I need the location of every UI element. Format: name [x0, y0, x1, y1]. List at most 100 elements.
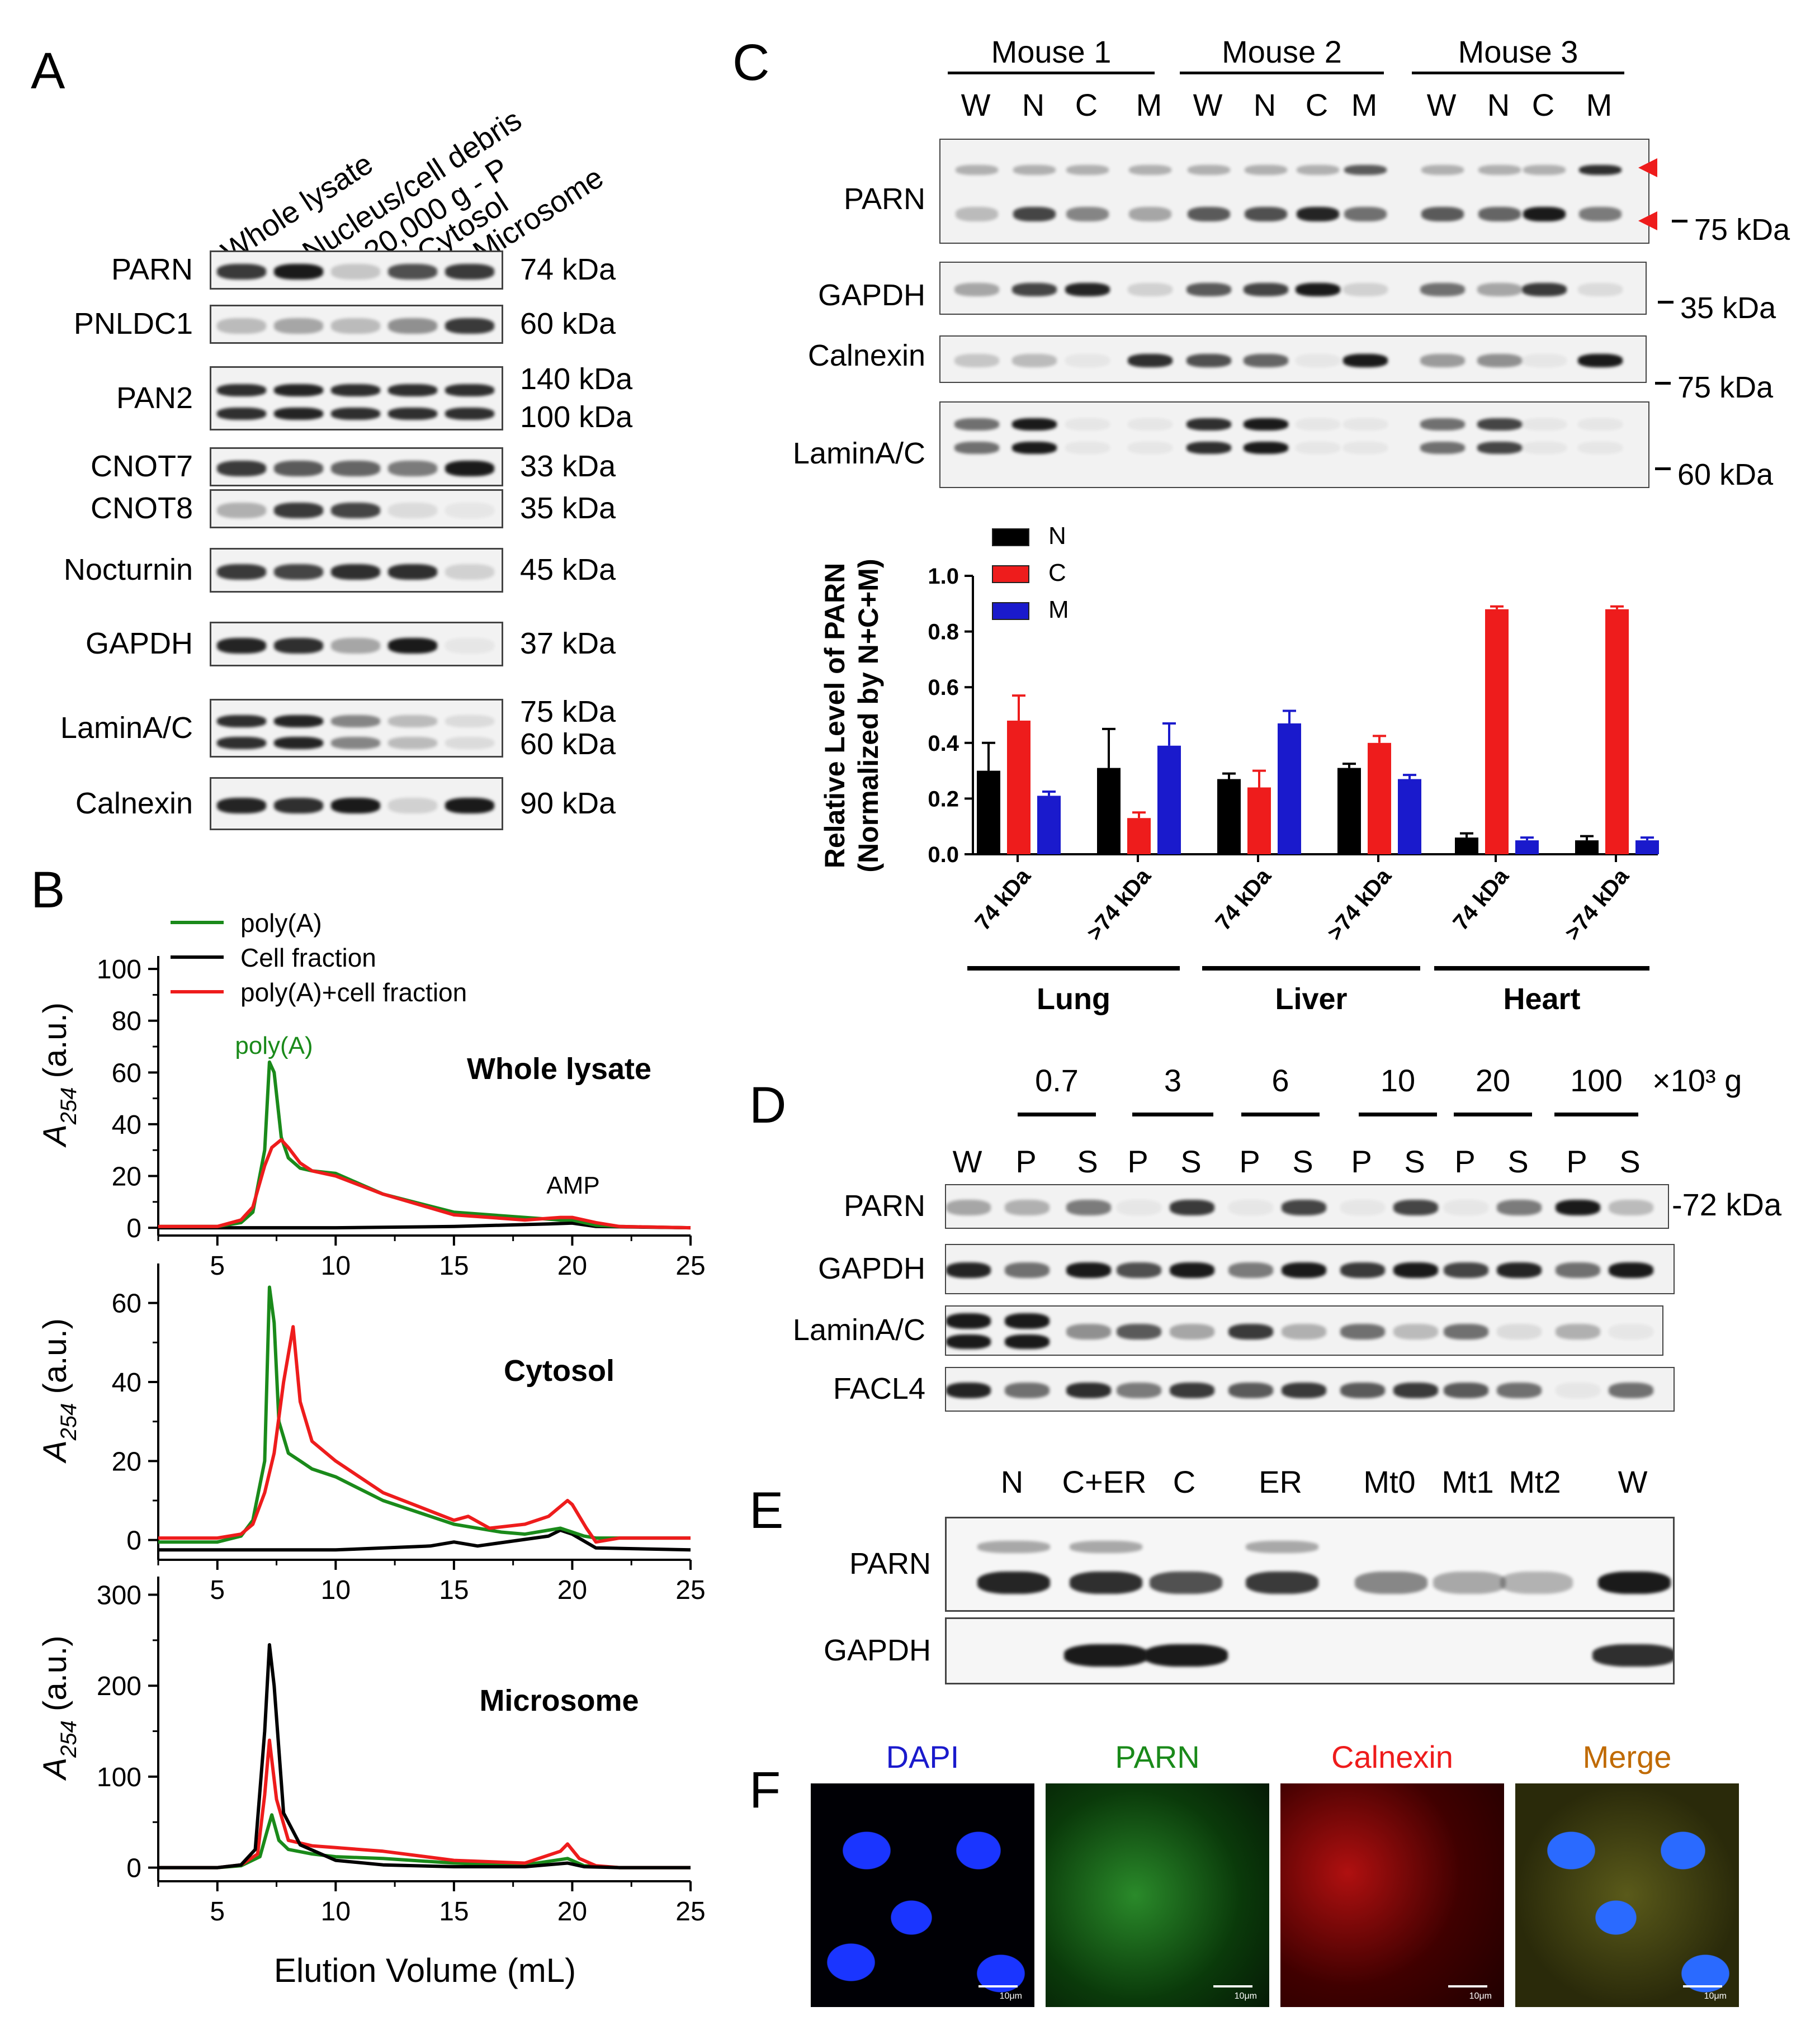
blot-band [274, 264, 323, 280]
x-tick-label: 25 [675, 1897, 705, 1927]
y-tick-label: 0.0 [928, 843, 959, 867]
blot-band [1522, 282, 1567, 296]
blot-band [1578, 442, 1623, 454]
blot-band [1228, 1262, 1273, 1278]
blot-row-label: FACL4 [833, 1372, 925, 1405]
blot-band [445, 264, 494, 280]
blot-band [1244, 418, 1288, 430]
lane-label: W [961, 87, 991, 122]
y-tick-label: 100 [97, 1763, 141, 1792]
y-tick-label: 40 [112, 1368, 141, 1398]
speed-bracket [1454, 1113, 1532, 1116]
blot-band [1592, 1644, 1673, 1667]
blot-band [1393, 1262, 1438, 1278]
blot-band [331, 638, 380, 654]
blot-row-label: Nocturnin [63, 553, 193, 586]
y-tick-label: 0.2 [928, 787, 959, 811]
blot-strip [945, 1244, 1675, 1294]
blot-band [445, 638, 494, 654]
x-tick-label: 25 [675, 1251, 705, 1281]
x-tick-label: 15 [439, 1897, 469, 1927]
blot-size-label: 33 kDa [520, 449, 616, 483]
dapi-image: 10μm [811, 1783, 1034, 2007]
bar [1157, 745, 1181, 854]
bar [1485, 609, 1509, 854]
blot-band [1012, 418, 1057, 430]
mouse-bracket [1412, 72, 1624, 74]
blot-band [1421, 165, 1464, 175]
series-line [158, 1738, 691, 1870]
blot-band [388, 503, 437, 518]
blot-band [331, 264, 380, 280]
lane-label: N [1253, 87, 1277, 122]
blot-band [977, 1572, 1050, 1594]
panel-c-bar-chart: 0.0 0.2 0.4 0.6 0.8 1.0 NCM 74 kDa >74 kDa 74 kDa… [819, 522, 1659, 1016]
marker-label: -72 kDa [1672, 1187, 1782, 1222]
blot-band [1444, 1324, 1488, 1340]
blot-band [1170, 1200, 1214, 1215]
blot-band [445, 737, 494, 750]
blot-band [1522, 353, 1567, 367]
x-tick-label: 5 [210, 1897, 225, 1927]
blot-band [388, 318, 437, 334]
blot-strip [210, 447, 503, 486]
blot-band [1609, 1383, 1653, 1398]
blot-band [1012, 442, 1057, 454]
blot-band [388, 384, 437, 396]
blot-band [1066, 207, 1109, 221]
subplot-title: Microsome [479, 1684, 639, 1717]
blot-band [1343, 442, 1388, 454]
lane-label: Mt1 [1441, 1464, 1494, 1499]
blot-band [1522, 442, 1567, 454]
blot-band [1005, 1262, 1050, 1278]
y-tick-label: 0.8 [928, 620, 959, 645]
blot-band [1144, 1644, 1228, 1667]
blot-band [1340, 1200, 1385, 1215]
blot-band [217, 737, 266, 750]
blot-band [274, 715, 323, 728]
blot-band [1297, 165, 1339, 175]
channel-label: Merge [1582, 1739, 1672, 1774]
scale-bar-label: 10μm [999, 1991, 1022, 2001]
lane-label: N [1000, 1464, 1024, 1499]
blot-strip [210, 622, 503, 666]
lane-label: C+ER [1062, 1464, 1147, 1499]
y-axis-label: Relative Level of PARN [819, 563, 850, 868]
blot-row-label: LaminA/C [792, 1313, 925, 1347]
blot-band [274, 461, 323, 476]
blot-strip [939, 335, 1647, 383]
bar [1368, 742, 1391, 854]
blot-band [217, 503, 266, 518]
blot-band [1128, 418, 1173, 430]
lane-label: W [1618, 1464, 1648, 1499]
y-tick-label: 0 [126, 1214, 141, 1243]
unit-label: ×10³ g [1652, 1063, 1742, 1098]
blot-size-label: 140 kDa [520, 362, 633, 396]
panel-b-letter: B [31, 862, 65, 919]
blot-band [1064, 1644, 1148, 1667]
y-label-sub: 254 [56, 1087, 81, 1125]
blot-band [1598, 1572, 1671, 1594]
x-tick-label: 10 [321, 1575, 351, 1605]
blot-row-label: PNLDC1 [73, 307, 193, 340]
x-tick-label: 20 [557, 1575, 587, 1605]
blot-strip [945, 1517, 1675, 1612]
speed-bracket [1018, 1113, 1096, 1116]
legend-label: N [1048, 522, 1066, 550]
blot-strip [210, 777, 503, 830]
scale-bar [1448, 1985, 1487, 1987]
speed-bracket [1241, 1113, 1320, 1116]
blot-band [1420, 442, 1465, 454]
blot-band [1005, 1334, 1050, 1349]
blot-band [1444, 1383, 1488, 1398]
blot-band [1005, 1313, 1050, 1329]
y-axis-label: A254 (a.u.) [37, 1636, 81, 1781]
marker-label: 60 kDa [1677, 458, 1774, 491]
blot-size-label: 100 kDa [520, 400, 633, 434]
x-axis-label: Elution Volume (mL) [274, 1952, 576, 1989]
scale-bar-label: 10μm [1234, 1991, 1257, 2001]
blot-band [1340, 1383, 1385, 1398]
blot-band [331, 797, 380, 813]
blot-band [1186, 353, 1231, 367]
blot-band [1523, 207, 1566, 221]
